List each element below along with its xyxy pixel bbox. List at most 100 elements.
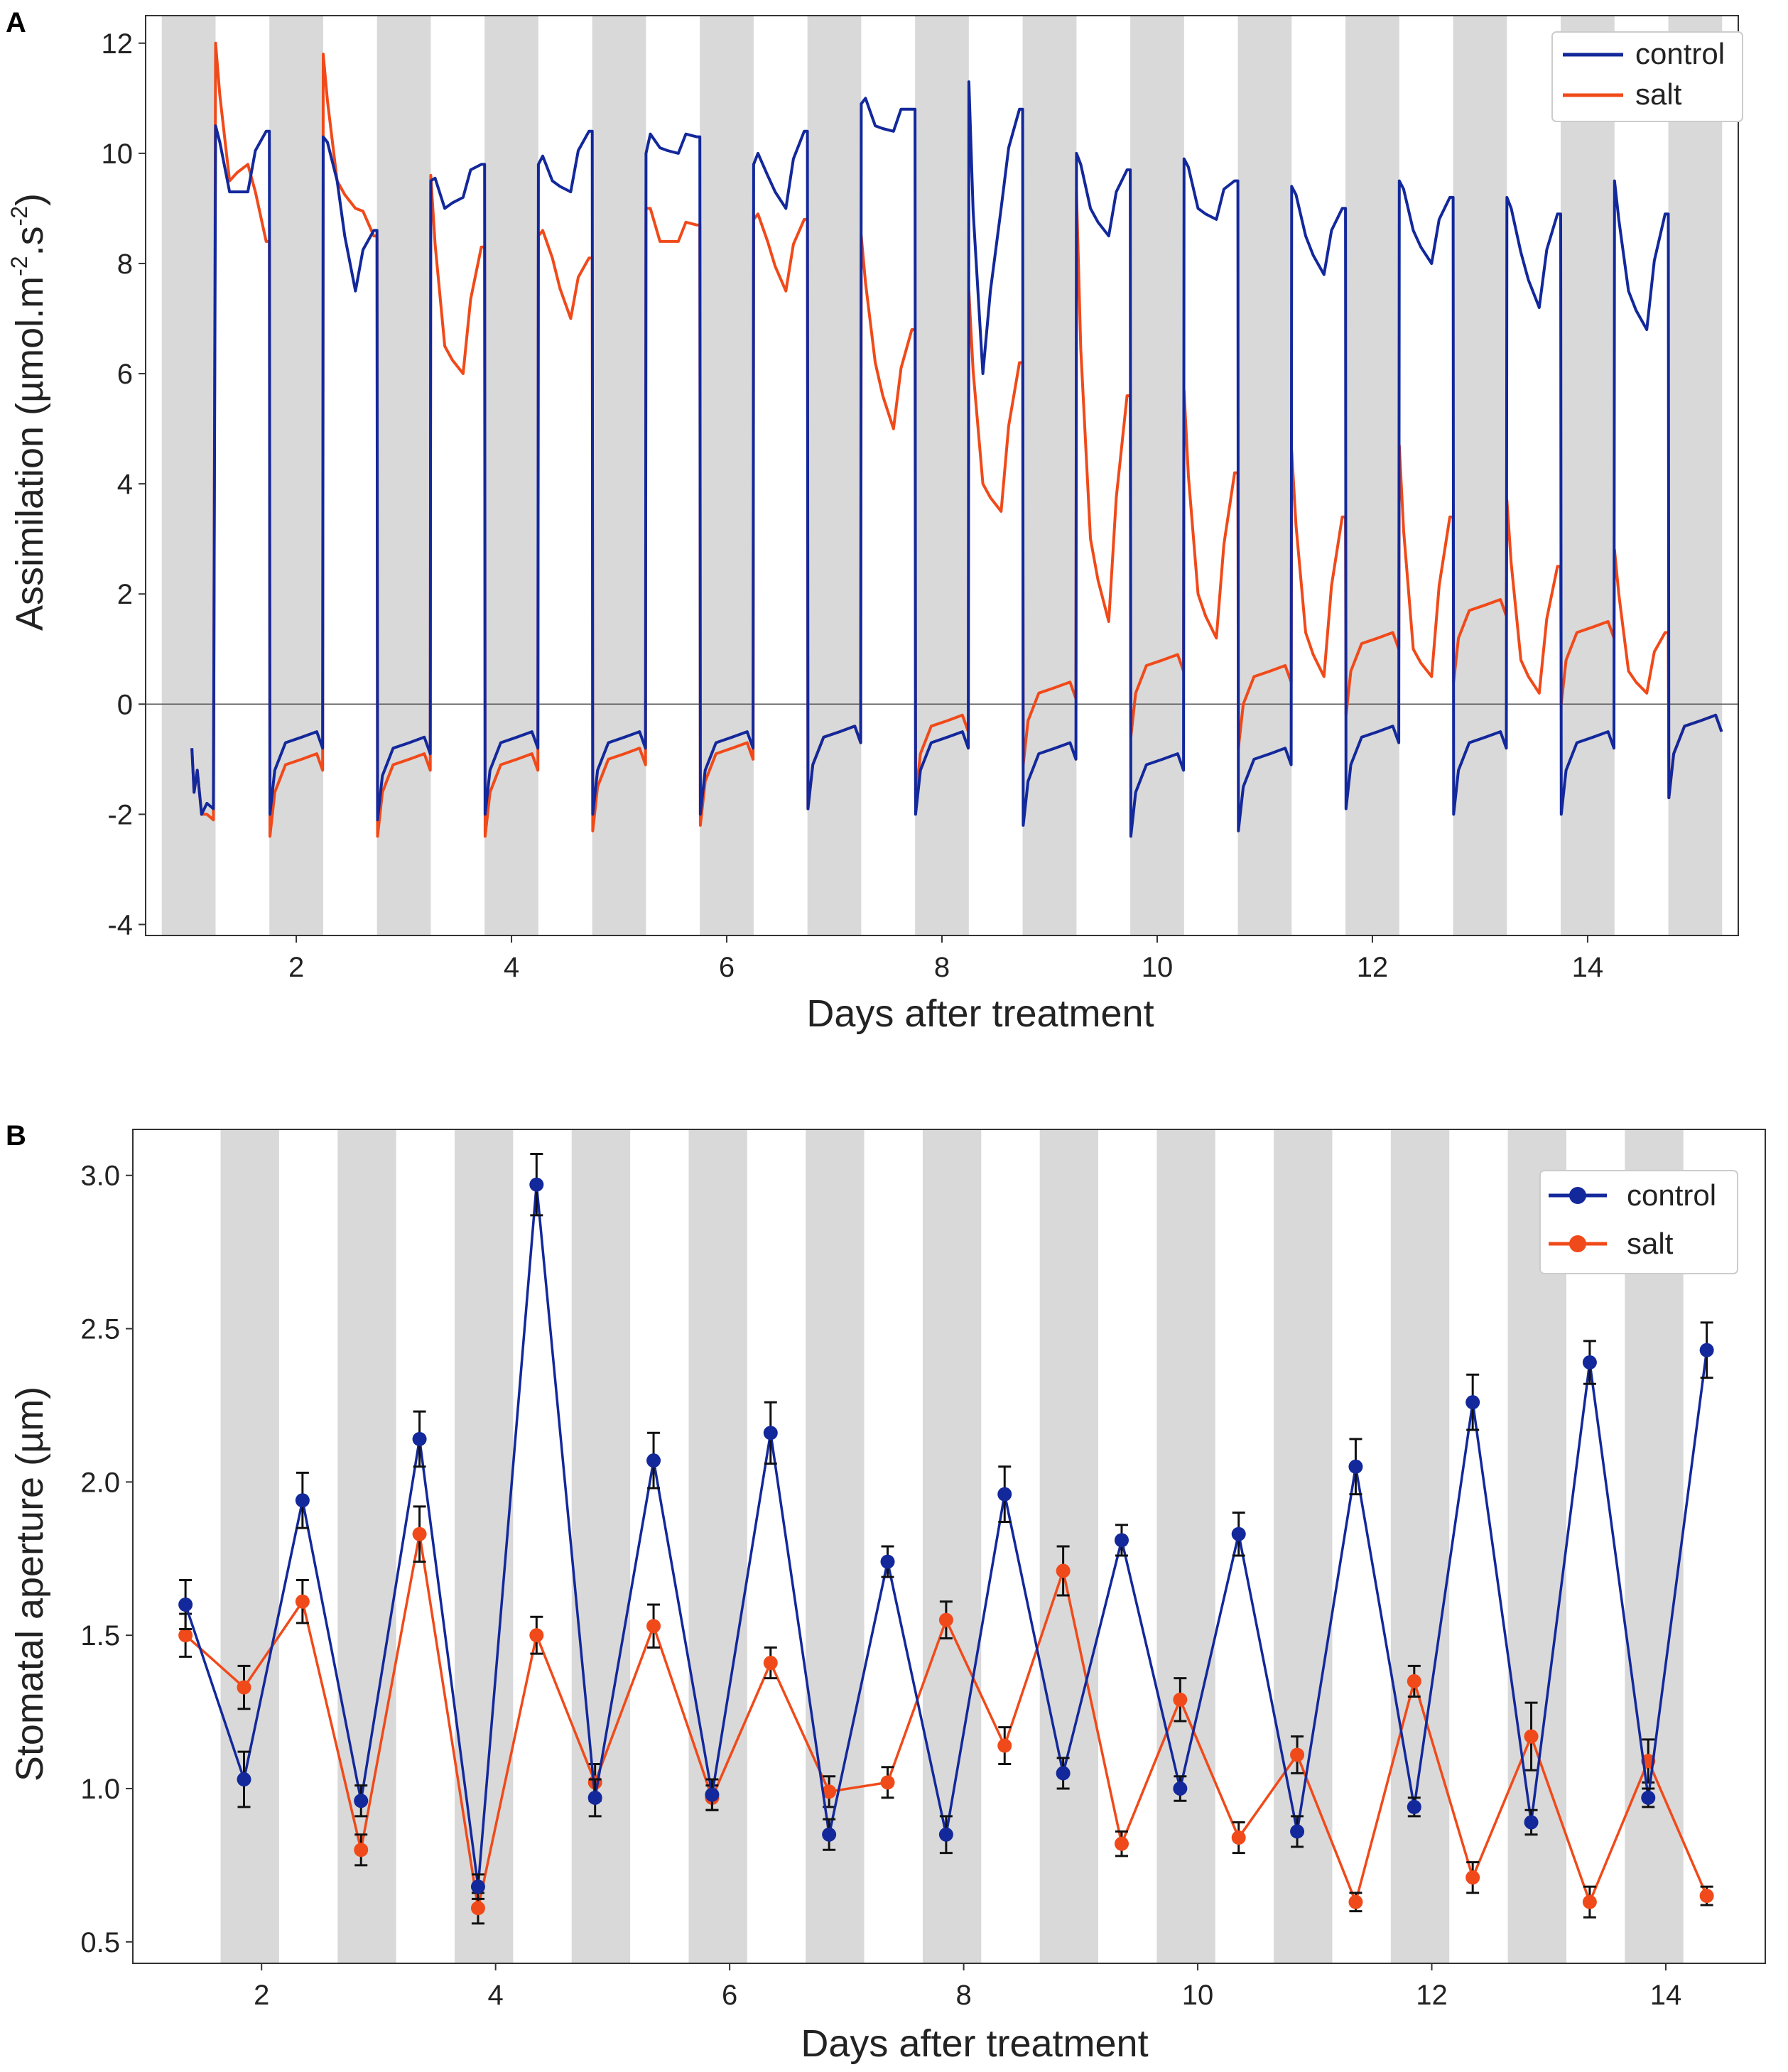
panel-b-stomatal-chart: B 2 4 6 8 10 12 14 0.5 1.0 1.5 2.0 2.5 3.0 Days aft… bbox=[6, 1120, 1766, 2065]
panel-b-control-point bbox=[412, 1431, 427, 1446]
panel-a-y-label-sup2: -2 bbox=[6, 206, 32, 226]
y-tick-label: 2.0 bbox=[80, 1467, 120, 1498]
panel-b-control-point bbox=[1348, 1459, 1363, 1474]
panel-b-salt-point bbox=[938, 1612, 953, 1627]
y-tick-label: 6 bbox=[117, 359, 133, 390]
panel-b-salt-point bbox=[997, 1738, 1012, 1753]
x-tick-label: 2 bbox=[254, 1980, 269, 2011]
night-band bbox=[220, 1129, 279, 1963]
panel-b-salt-point bbox=[880, 1775, 895, 1790]
panel-a-y-label-sup1: -2 bbox=[6, 256, 32, 276]
panel-b-control-point bbox=[354, 1794, 369, 1808]
panel-b-y-axis-label: Stomatal aperture (µm) bbox=[9, 1387, 51, 1781]
panel-b-salt-point bbox=[295, 1594, 310, 1609]
y-tick-label: 0.5 bbox=[80, 1927, 120, 1958]
y-tick-label: 1.0 bbox=[80, 1774, 120, 1805]
panel-b-control-point bbox=[705, 1787, 720, 1802]
panel-b-salt-point bbox=[237, 1680, 251, 1695]
panel-b-control-point bbox=[1114, 1533, 1129, 1548]
panel-b-salt-point bbox=[1114, 1836, 1129, 1851]
night-band bbox=[337, 1129, 396, 1963]
panel-b-control-point bbox=[646, 1453, 661, 1468]
y-tick-label: 3.0 bbox=[80, 1161, 120, 1192]
panel-b-legend-salt-label: salt bbox=[1627, 1227, 1674, 1260]
panel-b-salt-point bbox=[529, 1628, 544, 1643]
panel-b-control-point bbox=[1056, 1766, 1071, 1781]
panel-b-label: B bbox=[6, 1120, 26, 1151]
night-band bbox=[807, 16, 862, 935]
panel-b-control-point bbox=[997, 1487, 1012, 1502]
panel-b-x-axis-label: Days after treatment bbox=[801, 2022, 1148, 2065]
night-band bbox=[1022, 16, 1077, 935]
panel-a-y-label-end: ) bbox=[9, 193, 51, 206]
x-tick-label: 8 bbox=[934, 952, 950, 983]
panel-b-control-point bbox=[1290, 1824, 1305, 1839]
panel-b-control-point bbox=[822, 1827, 837, 1842]
panel-b-control-point bbox=[1699, 1343, 1714, 1357]
panel-a-control-line bbox=[190, 80, 1723, 838]
y-tick-label: 2 bbox=[117, 579, 133, 610]
panel-b-legend: control salt bbox=[1539, 1170, 1738, 1274]
panel-b-control-point bbox=[587, 1790, 602, 1805]
panel-b-control-point bbox=[938, 1827, 953, 1842]
night-band bbox=[571, 1129, 631, 1963]
night-band bbox=[1561, 16, 1615, 935]
panel-a-y-label-main: Assimilation (µmol.m bbox=[9, 276, 51, 631]
panel-b-legend-control-label: control bbox=[1627, 1178, 1716, 1212]
panel-a-x-ticks: 2 4 6 8 10 12 14 bbox=[288, 935, 1603, 983]
x-tick-label: 12 bbox=[1357, 952, 1389, 983]
y-tick-label: 10 bbox=[102, 139, 134, 170]
x-tick-label: 2 bbox=[288, 952, 304, 983]
night-band bbox=[1345, 16, 1399, 935]
panel-b-salt-point bbox=[412, 1526, 427, 1541]
panel-b-legend-salt-marker bbox=[1569, 1235, 1586, 1252]
panel-b-plot-frame bbox=[132, 1129, 1766, 1964]
night-band bbox=[269, 16, 323, 935]
night-band bbox=[455, 1129, 514, 1963]
night-band bbox=[922, 1129, 982, 1963]
panel-a-night-bands bbox=[161, 16, 1723, 935]
y-tick-label: 2.5 bbox=[80, 1314, 120, 1345]
night-band bbox=[1130, 16, 1184, 935]
panel-a-label: A bbox=[6, 7, 26, 38]
panel-b-control-point bbox=[295, 1493, 310, 1508]
night-band bbox=[376, 16, 431, 935]
night-band bbox=[484, 16, 538, 935]
panel-b-x-ticks: 2 4 6 8 10 12 14 bbox=[254, 1963, 1681, 2011]
x-tick-label: 8 bbox=[955, 1980, 971, 2011]
panel-a-y-axis-label: Assimilation (µmol.m-2.s-2) bbox=[6, 193, 51, 631]
panel-b-salt-point bbox=[1173, 1692, 1188, 1707]
panel-b-salt-point bbox=[470, 1901, 485, 1916]
panel-b-salt-point bbox=[354, 1843, 369, 1857]
x-tick-label: 4 bbox=[488, 1980, 504, 2011]
panel-b-control-point bbox=[1231, 1526, 1246, 1541]
panel-a-y-ticks: -4 -2 0 2 4 6 8 10 12 bbox=[102, 28, 146, 940]
y-tick-label: 0 bbox=[117, 689, 133, 720]
x-tick-label: 4 bbox=[504, 952, 519, 983]
panel-b-series bbox=[178, 1153, 1714, 1925]
panel-b-control-point bbox=[1641, 1790, 1656, 1805]
x-tick-label: 12 bbox=[1416, 1980, 1448, 2011]
x-tick-label: 6 bbox=[722, 1980, 737, 2011]
x-tick-label: 10 bbox=[1142, 952, 1174, 983]
panel-b-control-point bbox=[880, 1554, 895, 1569]
panel-b-control-point bbox=[1465, 1395, 1480, 1410]
panel-b-control-point bbox=[470, 1880, 485, 1894]
panel-b-control-point bbox=[763, 1426, 778, 1441]
panel-b-control-point bbox=[1582, 1355, 1597, 1370]
night-band bbox=[1274, 1129, 1333, 1963]
panel-b-control-point bbox=[237, 1772, 251, 1787]
panel-a-x-axis-label: Days after treatment bbox=[806, 992, 1154, 1035]
night-band bbox=[1668, 16, 1723, 935]
panel-b-salt-point bbox=[1699, 1889, 1714, 1904]
panel-b-salt-point bbox=[646, 1619, 661, 1634]
y-tick-label: 1.5 bbox=[80, 1620, 120, 1651]
panel-b-salt-point bbox=[1290, 1747, 1305, 1762]
night-band bbox=[806, 1129, 865, 1963]
panel-b-salt-point bbox=[1524, 1729, 1539, 1744]
panel-a-assimilation-chart: A 2 4 6 8 10 12 14 -4 -2 0 2 4 6 8 10 12 Days after tr… bbox=[6, 7, 1743, 1035]
night-band bbox=[688, 1129, 747, 1963]
panel-a-legend-salt-label: salt bbox=[1635, 77, 1682, 111]
x-tick-label: 14 bbox=[1650, 1980, 1682, 2011]
